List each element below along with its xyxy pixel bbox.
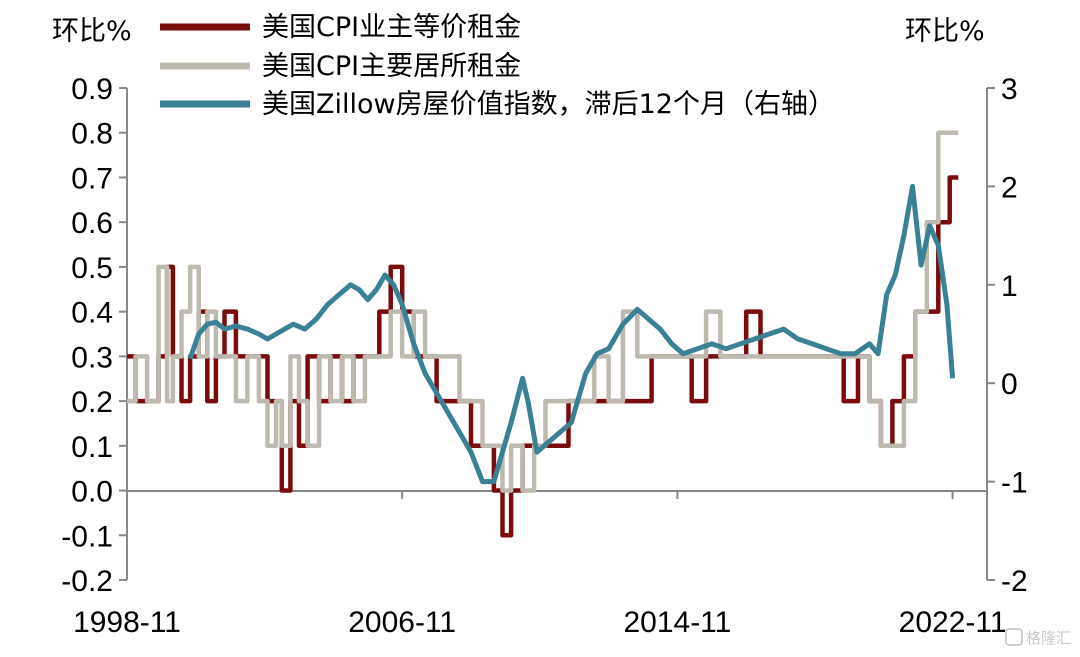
x-axis-ticks: 1998-11 2006-11 2014-11 2022-11 bbox=[73, 491, 1007, 639]
left-tick-label: 0.5 bbox=[71, 252, 113, 285]
left-tick-label: 0.2 bbox=[71, 386, 113, 419]
legend: 美国CPI业主等价租金 美国CPI主要居所租金 美国Zillow房屋价值指数，滞… bbox=[160, 12, 835, 120]
right-tick-label: 3 bbox=[1001, 73, 1018, 106]
left-tick-label: 0.9 bbox=[71, 73, 113, 106]
left-tick-label: 0.8 bbox=[71, 118, 113, 151]
left-y-axis-ticks: 0.9 0.8 0.7 0.6 0.5 0.4 0.3 0.2 0.1 0.0 -0.1 -0.2 bbox=[61, 73, 127, 598]
left-tick-label: 0.3 bbox=[71, 341, 113, 374]
legend-label-primary-residence-rent: 美国CPI主要居所租金 bbox=[262, 51, 521, 82]
right-tick-label: -2 bbox=[1001, 565, 1028, 598]
x-tick-label: 2014-11 bbox=[623, 606, 731, 639]
x-tick-label: 2006-11 bbox=[348, 606, 456, 639]
right-tick-label: 1 bbox=[1001, 270, 1018, 303]
right-tick-label: 2 bbox=[1001, 171, 1018, 204]
left-tick-label: 0.7 bbox=[71, 162, 113, 195]
left-tick-label: 0.1 bbox=[71, 431, 113, 464]
watermark-logo: 格隆汇 bbox=[1005, 628, 1071, 647]
left-axis-unit-label: 环比% bbox=[52, 16, 132, 47]
series-line-zillow-home-value bbox=[187, 183, 956, 485]
x-tick-label: 2022-11 bbox=[899, 606, 1007, 639]
series-layer bbox=[127, 130, 959, 538]
right-tick-label: -1 bbox=[1001, 467, 1028, 500]
right-tick-label: 0 bbox=[1001, 368, 1018, 401]
right-y-axis-ticks: 3 2 1 0 -1 -2 bbox=[987, 73, 1028, 598]
legend-label-zillow-home-value: 美国Zillow房屋价值指数，滞后12个月（右轴） bbox=[262, 89, 835, 120]
left-tick-label: 0.0 bbox=[71, 476, 113, 509]
left-tick-label: -0.2 bbox=[61, 565, 113, 598]
x-tick-label: 1998-11 bbox=[73, 606, 181, 639]
series-line-primary-residence-rent bbox=[127, 130, 959, 493]
left-tick-label: 0.4 bbox=[71, 297, 113, 330]
legend-label-owners-equivalent-rent: 美国CPI业主等价租金 bbox=[262, 12, 521, 43]
left-tick-label: 0.6 bbox=[71, 207, 113, 240]
right-axis-unit-label: 环比% bbox=[905, 16, 985, 47]
left-tick-label: -0.1 bbox=[61, 520, 113, 553]
svg-text:格隆汇: 格隆汇 bbox=[1026, 629, 1071, 647]
